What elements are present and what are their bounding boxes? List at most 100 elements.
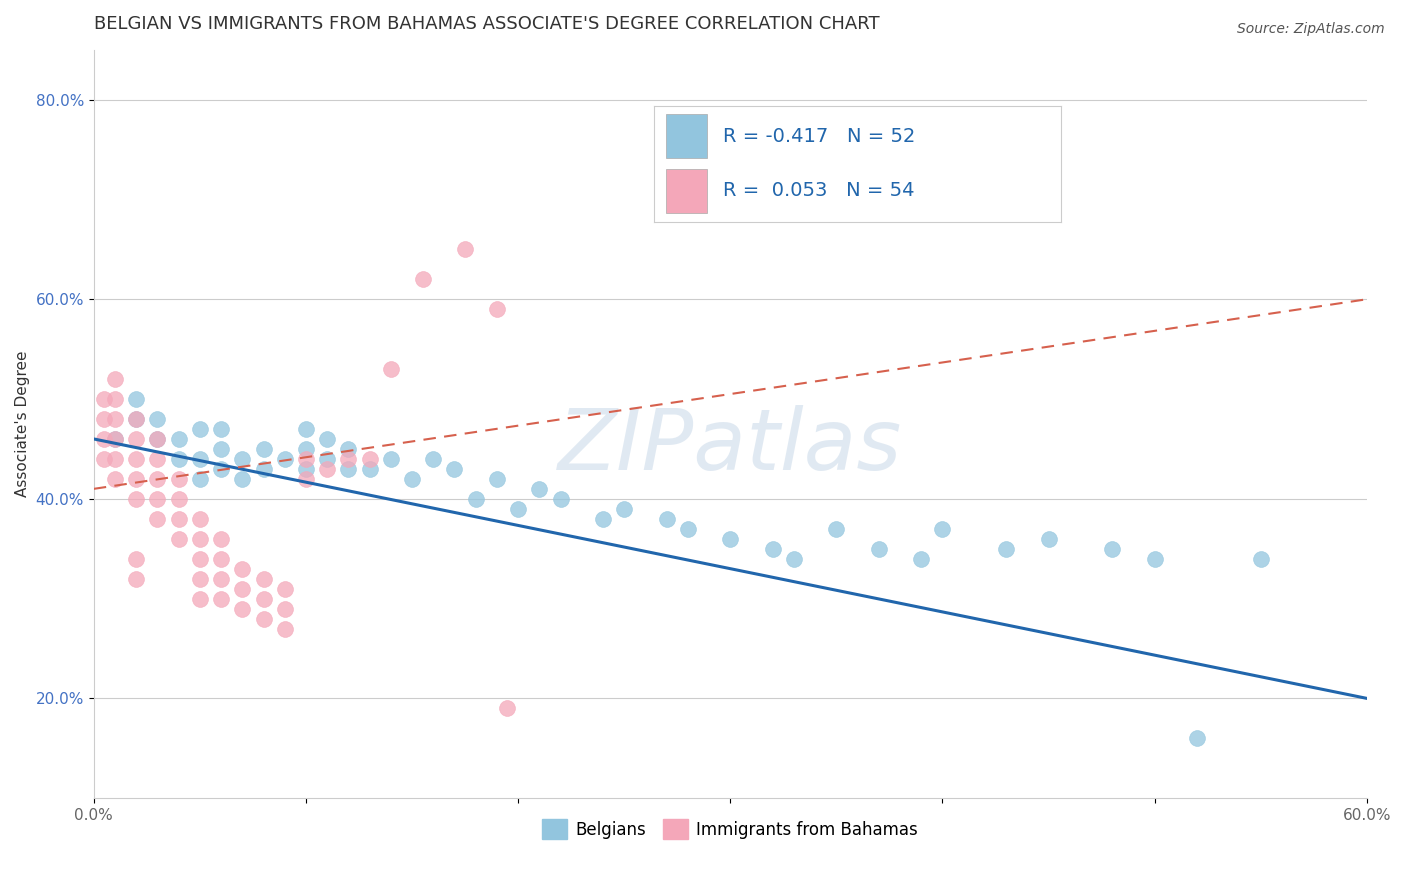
Point [104,392,127,406]
Point [125,572,148,586]
Point [931,522,953,536]
Point [146,432,169,446]
Point [485,472,508,486]
Text: BELGIAN VS IMMIGRANTS FROM BAHAMAS ASSOCIATE'S DEGREE CORRELATION CHART: BELGIAN VS IMMIGRANTS FROM BAHAMAS ASSOC… [94,15,879,33]
Point [762,541,785,556]
Point [146,512,169,526]
Point [188,591,211,606]
Legend: Belgians, Immigrants from Bahamas: Belgians, Immigrants from Bahamas [536,813,925,846]
Point [464,491,486,506]
Point [676,522,699,536]
Point [104,432,127,446]
Point [274,622,297,636]
Point [316,451,339,466]
Point [125,392,148,406]
Point [995,541,1018,556]
Point [412,272,434,286]
Point [188,532,211,546]
Point [316,432,339,446]
Point [93,412,115,426]
Point [167,432,190,446]
Point [188,472,211,486]
Point [125,412,148,426]
Point [146,412,169,426]
Point [188,572,211,586]
Y-axis label: Associate's Degree: Associate's Degree [15,351,30,497]
Point [209,442,232,456]
Point [146,472,169,486]
Point [104,472,127,486]
Point [1101,541,1123,556]
Point [295,451,318,466]
Point [295,442,318,456]
Point [188,451,211,466]
Point [274,451,297,466]
Point [295,472,318,486]
Point [209,532,232,546]
Point [1038,532,1060,546]
Text: ZIPatlas: ZIPatlas [558,405,903,488]
Point [104,372,127,386]
Point [125,432,148,446]
Point [252,442,274,456]
Point [316,462,339,476]
Point [231,451,253,466]
Point [209,551,232,566]
Point [209,422,232,436]
Point [295,462,318,476]
Point [167,472,190,486]
Point [104,451,127,466]
Point [1143,551,1166,566]
Point [93,392,115,406]
Point [868,541,890,556]
Point [146,432,169,446]
Point [718,532,741,546]
Point [125,491,148,506]
Point [231,601,253,615]
Point [295,422,318,436]
Point [1185,731,1208,746]
Point [104,412,127,426]
Point [380,451,402,466]
Point [613,501,636,516]
Point [167,491,190,506]
Point [485,302,508,317]
Point [167,532,190,546]
Point [274,582,297,596]
Point [252,591,274,606]
Point [188,551,211,566]
Point [146,491,169,506]
Point [209,591,232,606]
Point [337,462,360,476]
Point [231,582,253,596]
Point [146,451,169,466]
Point [274,601,297,615]
Point [825,522,848,536]
Point [529,482,551,496]
Point [104,432,127,446]
Point [454,243,477,257]
Point [655,512,678,526]
Point [167,451,190,466]
Point [125,472,148,486]
Point [231,472,253,486]
Point [506,501,529,516]
Point [209,572,232,586]
Point [401,472,423,486]
Point [592,512,614,526]
Point [443,462,465,476]
Text: Source: ZipAtlas.com: Source: ZipAtlas.com [1237,22,1385,37]
Point [359,462,381,476]
Point [93,451,115,466]
Point [125,551,148,566]
Point [337,451,360,466]
Point [188,422,211,436]
Point [125,451,148,466]
Point [380,362,402,376]
Point [231,562,253,576]
Point [496,701,519,715]
Point [252,611,274,625]
Point [188,512,211,526]
Point [167,512,190,526]
Point [252,572,274,586]
